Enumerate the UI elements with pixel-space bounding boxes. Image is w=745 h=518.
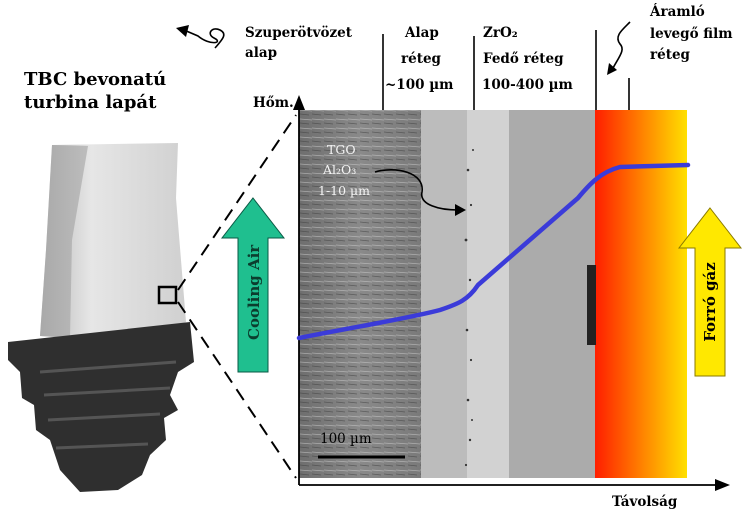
hot-gas-arrow <box>677 207 743 377</box>
cooling-air-arrow <box>220 197 286 373</box>
curly-arrow-icon <box>183 28 225 49</box>
zoom-box <box>157 285 178 305</box>
tgo-label-1: TGO <box>327 142 356 157</box>
zoom-line-bottom <box>177 301 297 479</box>
superalloy-label-2: alap <box>245 45 278 61</box>
cooling-air-label: Cooling Air <box>245 244 263 340</box>
title-line-1: TBC bevonatú <box>24 69 167 90</box>
topcoat-label-3: 100-400 µm <box>482 77 573 93</box>
hot-gas-label: Forró gáz <box>701 262 719 342</box>
tgo-label-2: Al₂O₃ <box>323 162 357 177</box>
temperature-profile-line <box>296 162 691 341</box>
topcoat-label-1: ZrO₂ <box>483 25 518 41</box>
airfilm-label-2: levegő film <box>650 26 733 42</box>
bond-coat-panel <box>421 110 467 478</box>
topcoat-label-2: Fedő réteg <box>483 51 564 67</box>
tgo-arrowhead-icon <box>455 204 466 216</box>
topcoat-panel <box>509 110 595 478</box>
airfilm-arrowhead-icon <box>607 63 617 75</box>
superalloy-texture <box>299 110 421 478</box>
edge-mark <box>587 265 596 345</box>
bond-label-1: Alap <box>405 25 439 41</box>
airfilm-arrow-icon <box>611 21 631 71</box>
tgo-pointer-icon <box>374 169 459 211</box>
tgo-label-3: 1-10 µm <box>318 183 371 198</box>
arrowhead-icon <box>176 25 189 37</box>
airfilm-label-1: Áramló <box>650 4 705 20</box>
zoom-line-top <box>177 114 297 291</box>
bond-label-2: réteg <box>401 51 441 67</box>
x-axis-label: Távolság <box>612 494 678 510</box>
airfilm-label-3: réteg <box>650 47 690 63</box>
turbine-blade <box>8 143 194 492</box>
scale-bar-label: 100 µm <box>320 431 372 447</box>
tgo-transition-panel <box>467 110 509 478</box>
y-axis-arrowhead-icon <box>293 95 305 110</box>
bond-label-3: ~100 µm <box>385 77 454 93</box>
superalloy-label-1: Szuperötvözet <box>245 25 352 41</box>
x-axis-arrowhead-icon <box>715 479 730 491</box>
y-axis-label: Hőm. <box>253 95 294 111</box>
title-line-2: turbina lapát <box>24 92 157 113</box>
